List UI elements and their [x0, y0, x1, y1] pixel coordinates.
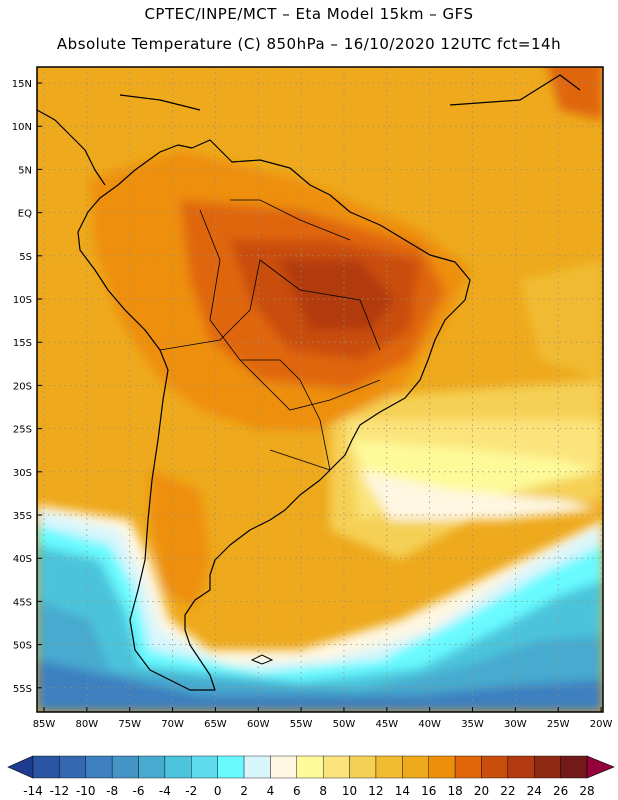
- colorbar-swatch: [32, 755, 60, 779]
- hot-spot: [280, 260, 395, 330]
- lat-tick-label: 50S: [13, 641, 32, 652]
- lon-tick-label: 80W: [76, 719, 99, 730]
- colorbar-tick-label: -6: [133, 784, 145, 798]
- colorbar-tick-label: 16: [421, 784, 436, 798]
- colorbar-tick-label: 10: [342, 784, 357, 798]
- colorbar-tick-label: 22: [500, 784, 515, 798]
- map-frame: [36, 66, 604, 713]
- colorbar-swatch: [481, 755, 509, 779]
- lat-tick-label: 35S: [13, 511, 32, 522]
- colorbar-swatch: [507, 755, 535, 779]
- lat-tick-label: 30S: [13, 468, 32, 479]
- map-title-line-2: Absolute Temperature (C) 850hPa – 16/10/…: [56, 35, 562, 53]
- lat-tick-label: 5S: [19, 252, 32, 263]
- colorbar: -14 -12 -10 -8 -6 -4 -2 0 2 4 6 8 10 12 14 16 18 20 22 24 26…: [7, 755, 615, 798]
- colorbar-swatch: [322, 755, 350, 779]
- colorbar-tick-label: 18: [447, 784, 462, 798]
- caribbean-warm-spot: [547, 67, 603, 120]
- graticule: [37, 67, 603, 712]
- lat-tick-label: 45S: [13, 597, 32, 608]
- lat-tick-label: 10N: [12, 122, 32, 133]
- lat-tick-label: 10S: [13, 295, 32, 306]
- colorbar-tick-label: -4: [159, 784, 171, 798]
- latitude-axis: 15N 10N 5N EQ 5S 10S 15S 20S 25S 30S 35S 40S 45S 50S 5…: [12, 79, 42, 695]
- colorbar-swatch: [375, 755, 403, 779]
- cold-band-5: [37, 660, 603, 712]
- lat-tick-label: 15N: [12, 79, 32, 90]
- colorbar-swatch: [217, 755, 245, 779]
- colorbar-swatch: [164, 755, 192, 779]
- colorbar-swatch: [349, 755, 377, 779]
- lon-tick-label: 60W: [247, 719, 270, 730]
- temperature-field: [37, 67, 603, 712]
- falkland-islands: [250, 654, 274, 665]
- atlantic-band: [520, 260, 603, 380]
- lon-tick-label: 35W: [461, 719, 484, 730]
- lat-tick-label: 40S: [13, 554, 32, 565]
- colorbar-tick-label: 28: [579, 784, 594, 798]
- lat-tick-label: 15S: [13, 338, 32, 349]
- lon-tick-label: 70W: [161, 719, 184, 730]
- longitude-axis: 85W 80W 75W 70W 65W 60W 55W 50W 45W 40W 35W 30W 25W 2…: [33, 707, 613, 730]
- colorbar-swatch: [534, 755, 561, 779]
- lon-tick-label: 30W: [504, 719, 527, 730]
- lat-tick-label: 5N: [18, 165, 32, 176]
- lat-tick-label: EQ: [18, 209, 32, 220]
- lon-tick-label: 65W: [204, 719, 227, 730]
- cream-field-band: [360, 470, 600, 520]
- lat-tick-label: 20S: [13, 381, 32, 392]
- colorbar-left-arrow: [7, 755, 34, 779]
- lon-tick-label: 20W: [590, 719, 613, 730]
- colorbar-tick-label: 4: [267, 784, 275, 798]
- colorbar-swatch: [560, 755, 588, 779]
- lat-tick-label: 55S: [13, 684, 32, 695]
- colorbar-tick-label: 14: [395, 784, 410, 798]
- lon-tick-label: 45W: [375, 719, 398, 730]
- colorbar-swatch: [111, 755, 139, 779]
- colorbar-tick-label: -10: [76, 784, 96, 798]
- lon-tick-label: 85W: [33, 719, 56, 730]
- south-america-coastline: [77, 139, 471, 691]
- colorbar-right-arrow: [586, 755, 615, 779]
- coastlines: [37, 74, 581, 691]
- colorbar-swatch: [138, 755, 166, 779]
- colorbar-tick-label: 8: [319, 784, 327, 798]
- lon-tick-label: 75W: [118, 719, 141, 730]
- colorbar-swatch: [428, 755, 456, 779]
- colorbar-tick-label: 6: [293, 784, 301, 798]
- colorbar-swatch: [85, 755, 113, 779]
- lon-tick-label: 25W: [547, 719, 570, 730]
- colorbar-tick-label: 2: [240, 784, 248, 798]
- colorbar-tick-label: 26: [553, 784, 568, 798]
- andes-warm-strip: [150, 470, 210, 610]
- lon-tick-label: 40W: [418, 719, 441, 730]
- lat-tick-label: 25S: [13, 425, 32, 436]
- colorbar-swatch: [59, 755, 86, 779]
- colorbar-tick-label: -8: [106, 784, 118, 798]
- colorbar-tick-label: 20: [474, 784, 489, 798]
- colorbar-tick-label: -12: [50, 784, 70, 798]
- lon-tick-label: 50W: [333, 719, 356, 730]
- colorbar-tick-label: 0: [214, 784, 222, 798]
- colorbar-swatch: [402, 755, 429, 779]
- lon-tick-label: 55W: [290, 719, 313, 730]
- colorbar-swatch: [270, 755, 298, 779]
- colorbar-tick-label: -14: [23, 784, 43, 798]
- colorbar-swatch: [243, 755, 271, 779]
- central-america-coastline: [37, 74, 581, 186]
- colorbar-swatch: [296, 755, 324, 779]
- colorbar-tick-label: 24: [527, 784, 542, 798]
- map-title-line-1: CPTEC/INPE/MCT – Eta Model 15km – GFS: [144, 5, 474, 23]
- colorbar-swatch: [191, 755, 218, 779]
- colorbar-tick-label: 12: [368, 784, 383, 798]
- colorbar-tick-label: -2: [185, 784, 197, 798]
- colorbar-swatch: [454, 755, 482, 779]
- country-borders: [159, 199, 381, 471]
